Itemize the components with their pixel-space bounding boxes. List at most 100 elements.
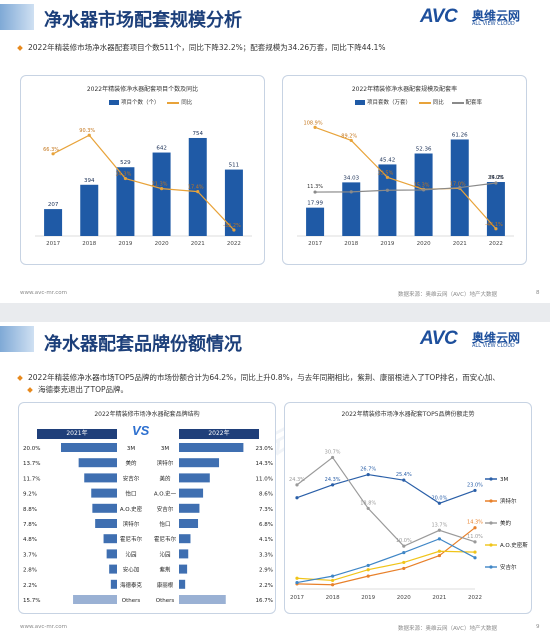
share-value-2022: 23.0% [256, 446, 273, 452]
brand-name-2021: 怡口 [125, 490, 136, 498]
bar-label: 52.36 [416, 146, 432, 152]
header-accent-bar [0, 4, 34, 30]
series-point [331, 578, 335, 583]
series-point [366, 472, 370, 477]
x-tick-label: 2018 [82, 241, 96, 247]
logo-cn-text: 奥维云网 [472, 9, 521, 23]
summary-text-line2: 海德泰克退出了TOP品牌。 [28, 384, 128, 396]
share-bar-2022 [179, 473, 210, 483]
brand-name-2021: 滨特尔 [123, 520, 140, 528]
bar-label: 642 [156, 146, 167, 152]
share-value-2021: 3.7% [23, 552, 37, 558]
rate-label: 25.0% [488, 175, 504, 181]
rate-point [494, 181, 498, 185]
rate-line [315, 182, 496, 193]
growth-label: 90.3% [79, 128, 95, 134]
growth-point [159, 186, 164, 191]
x-tick-label: 2021 [191, 241, 205, 247]
share-value-2022: 7.3% [259, 507, 273, 513]
chart-title: 2022年精装修净水器配套规模及配套率 [351, 86, 458, 93]
share-bar-2021 [61, 443, 117, 452]
series-label: 24.3% [325, 477, 341, 483]
series-label: 30.7% [325, 449, 341, 455]
series-line [296, 456, 476, 547]
bar-label: 45.42 [380, 157, 396, 163]
growth-line [52, 134, 235, 231]
share-bar-2022 [179, 458, 220, 468]
share-value-2021: 9.2% [23, 492, 37, 498]
share-value-2022: 6.8% [259, 522, 273, 528]
slide-title: 净水器市场配套规模分析 [44, 10, 242, 31]
series-point [473, 550, 477, 554]
series-label: 24.3% [289, 477, 305, 483]
footer-source: 数据来源：奥维云网（AVC）地产大数据 [398, 292, 498, 298]
share-bar-2021 [73, 595, 117, 604]
x-tick-label: 2018 [344, 241, 358, 247]
rate-label: 11.3% [307, 184, 323, 190]
chart-legend: 项目个数（个） 同比 [109, 98, 198, 106]
series-point [366, 574, 370, 578]
growth-label: 33.5% [377, 170, 393, 176]
share-bar-2021 [78, 458, 117, 468]
series-line [296, 473, 476, 504]
growth-label: -44.1% [485, 222, 503, 228]
legend-growth: 同比 [181, 100, 193, 106]
growth-label: 15.3% [414, 182, 430, 188]
footer-url: www.avc-mr.com [20, 290, 67, 296]
chart-scale: 17.99 2017 34.03 2018 45.42 2019 52.36 2020 61.2… [297, 120, 514, 247]
series-point [331, 574, 335, 578]
chart-title: 2022年精装修市场净水器配套TOP5品牌份额走势 [341, 411, 475, 418]
growth-label: 17.0% [450, 181, 466, 187]
bar [414, 153, 433, 236]
growth-label: 21.3% [152, 182, 168, 188]
series-point [366, 568, 370, 572]
bar [224, 169, 243, 236]
share-value-2022: 2.9% [259, 568, 273, 574]
brand-name-2022: 康丽根 [157, 581, 174, 589]
brand-name-2021: 3M [127, 446, 135, 452]
share-bar-2021 [91, 488, 117, 498]
share-bar-2022 [179, 443, 244, 452]
share-value-2022: 2.2% [259, 583, 273, 589]
bar-label: 394 [84, 178, 95, 184]
brand-name-2021: Others [122, 598, 141, 604]
series-line [296, 550, 476, 582]
chart-panel-projects: 2022年精装修净水器配套项目个数及同比 项目个数（个） 同比 207 2017 3… [20, 75, 265, 265]
brand-name-2022: 怡口 [159, 520, 170, 528]
share-bar-2022 [179, 503, 200, 513]
brand-name-2022: Others [156, 598, 175, 604]
share-bar-2022 [179, 519, 199, 528]
series-label: 18.8% [360, 500, 376, 506]
x-tick-label: 2017 [46, 241, 60, 247]
brand-name-2021: 美的 [125, 459, 137, 467]
share-value-2022: 4.1% [259, 537, 273, 543]
bar-label: 529 [120, 160, 131, 166]
legend-label: 滨特尔 [500, 497, 517, 505]
logo-text: AVC [420, 6, 458, 27]
series-label: 26.7% [360, 467, 376, 473]
legend-marker [489, 521, 493, 525]
rate-point [458, 185, 462, 190]
legend-marker [489, 477, 493, 481]
share-value-2021: 4.8% [23, 537, 37, 543]
legend-label: 安吉尔 [500, 563, 517, 571]
share-bar-2021 [84, 473, 117, 483]
series-point [437, 528, 441, 532]
growth-point [385, 175, 390, 179]
x-tick-label: 2021 [432, 595, 446, 601]
share-value-2021: 2.8% [23, 568, 37, 574]
share-value-2021: 11.7% [23, 476, 40, 482]
series-point [331, 483, 335, 487]
growth-label: 108.9% [304, 120, 323, 126]
x-tick-label: 2019 [118, 241, 132, 247]
series-label: 14.3% [467, 520, 483, 526]
share-value-2022: 11.0% [256, 476, 273, 482]
brand-name-2022: 紫荆 [159, 566, 170, 574]
brand-name-2022: 安吉尔 [157, 505, 174, 513]
share-bar-2021 [109, 564, 117, 574]
share-value-2022: 8.6% [259, 492, 273, 498]
series-point [473, 526, 477, 530]
share-value-2021: 13.7% [23, 461, 40, 467]
series-line [296, 527, 476, 586]
bar-label: 34.26 [488, 175, 504, 181]
